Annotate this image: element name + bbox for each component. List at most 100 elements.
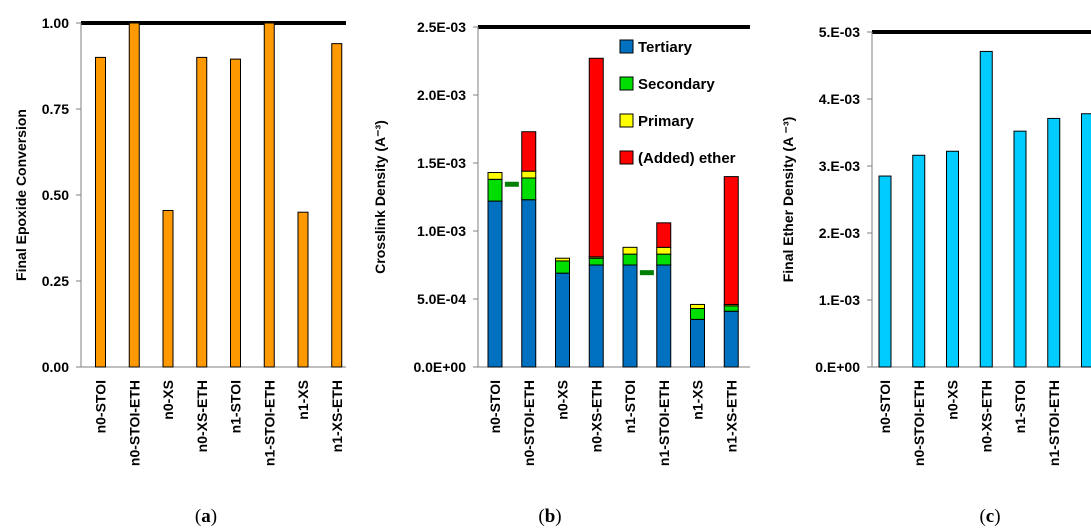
bar-segment-primary-n0-stoi-eth [521,170,537,179]
bar-n1-stoi-eth [263,22,275,368]
y-tick-label: 0.0E+00 [413,359,466,375]
legend-swatch-addedether [619,150,634,165]
bar-segment-addedether-n1-xs-eth [723,176,739,305]
x-tick-label: n0-XS [160,380,176,420]
bar-n0-stoi [878,175,892,368]
bar-segment-addedether-n0-stoi-eth [521,131,537,172]
y-tick-label: 1.0E-03 [417,223,466,239]
x-tick-label: n0-XS [555,380,571,420]
bar-n0-stoi-eth [912,154,926,368]
bar-segment-secondary-n0-stoi-eth [521,177,537,201]
y-tick-label: 2.5E-03 [417,19,466,35]
x-tick-label: n0-STOI [487,380,503,433]
panel-label: (c) [979,506,1000,527]
panel-label: (a) [195,506,217,527]
bar-n1-xs [1081,113,1091,368]
bar-segment-tertiary-n1-stoi-eth [656,264,672,368]
bar-segment-secondary-n1-stoi [622,253,638,266]
y-tick-label: 5.E-03 [819,24,860,40]
panel-label: (b) [538,506,561,527]
chart-panel-a: 0.00 0.25 0.50 0.75 1.00 Final Epoxide Conver… [13,15,346,527]
x-tick-label: n0-XS-ETH [194,380,210,452]
y-tick-label: 0.50 [42,187,69,203]
y-tick-label: 2.E-03 [819,225,860,241]
x-tick-label: n0-XS-ETH [588,380,604,452]
bar-segment-addedether-n0-xs-eth [588,57,604,258]
x-tick-label: n0-STOI-ETH [911,380,927,466]
x-tick-label: n0-XS [945,380,961,420]
x-tick-label: n0-STOI [877,380,893,433]
marker-dash [504,181,519,187]
bar-segment-tertiary-n0-stoi-eth [521,199,537,368]
x-tick-label: n1-XS [295,380,311,420]
legend-label: Secondary [638,76,715,93]
chart-panel-c: 0.E+00 1.E-03 2.E-03 3.E-03 4.E-03 5.E-03 Fina… [780,24,1091,527]
bar-segment-addedether-n1-stoi-eth [656,222,672,248]
x-tick-label: n1-STOI-ETH [656,380,672,466]
bar-segment-secondary-n1-stoi-eth [656,253,672,266]
y-tick-label: 0.25 [42,273,69,289]
y-tick-label: 2.0E-03 [417,87,466,103]
bar-segment-secondary-n0-xs-eth [588,257,604,266]
y-axis-title: Final Ether Density (A ⁻³) [780,117,796,283]
bar-segment-tertiary-n0-xs [555,272,570,368]
y-tick-label: 1.5E-03 [417,155,466,171]
bar-segment-primary-n0-stoi [487,172,503,180]
bar-n0-xs-eth [979,50,993,368]
x-tick-label: n1-XS-ETH [723,380,739,452]
y-tick-label: 3.E-03 [819,158,860,174]
legend-label: Tertiary [638,39,693,56]
y-tick-label: 0.E+00 [815,359,860,375]
x-tick-label: n1-STOI [228,380,244,433]
bar-n1-xs-eth [331,43,343,368]
y-tick-label: 0.75 [42,101,69,117]
y-tick-label: 4.E-03 [819,91,860,107]
y-tick-label: 5.0E-04 [417,291,466,307]
bar-segment-secondary-n0-xs [555,260,570,274]
bar-n1-stoi [230,58,241,368]
bar-n1-stoi [1013,130,1027,368]
bar-n0-xs [162,209,174,368]
x-tick-label: n0-STOI-ETH [126,380,142,466]
bar-segment-tertiary-n0-stoi [487,200,503,368]
bar-segment-secondary-n1-xs-eth [723,305,739,312]
x-tick-label: n1-XS [690,380,706,420]
x-tick-label: n1-XS-ETH [329,380,345,452]
bar-segment-primary-n0-xs [555,257,570,262]
bar-n1-stoi-eth [1047,117,1061,368]
chart-panel-b: 0.0E+00 5.0E-04 1.0E-03 1.5E-03 2.0E-03 2.5E-… [372,19,750,527]
marker-dash [639,270,654,276]
y-tick-label: 0.00 [42,359,69,375]
legend-swatch-primary [619,113,634,128]
bar-segment-primary-n1-stoi-eth [656,246,672,255]
legend-swatch-secondary [619,76,634,91]
bar-n0-xs [946,150,959,368]
x-tick-label: n1-STOI [1012,380,1028,433]
x-tick-label: n0-STOI-ETH [521,380,537,466]
bar-segment-secondary-n1-xs [690,308,705,320]
legend-label: (Added) ether [638,150,736,167]
bar-segment-tertiary-n1-xs [690,318,705,368]
legend-label: Primary [638,113,695,130]
legend-swatch-tertiary [619,39,634,54]
x-tick-label: n1-STOI-ETH [261,380,277,466]
bar-segment-primary-n1-xs [690,303,705,310]
x-tick-label: n1-STOI-ETH [1046,380,1062,466]
bar-n0-stoi [95,56,106,368]
bar-n1-xs [297,211,309,368]
bar-n0-xs-eth [196,56,208,368]
bar-n0-stoi-eth [128,22,140,368]
x-tick-label: n0-STOI [93,380,109,433]
bar-segment-tertiary-n1-stoi [622,264,638,368]
x-tick-label: n1-STOI [622,380,638,433]
x-tick-label: n0-XS-ETH [978,380,994,452]
y-axis-title: Final Epoxide Conversion [13,109,29,281]
bar-segment-primary-n1-stoi [622,246,638,255]
y-tick-label: 1.00 [42,15,69,31]
bar-segment-tertiary-n0-xs-eth [588,264,604,368]
bar-segment-tertiary-n1-xs-eth [723,310,739,368]
y-axis-title: Crosslink Density (A⁻³) [372,120,388,274]
bar-segment-secondary-n0-stoi [487,178,503,202]
y-tick-label: 1.E-03 [819,292,860,308]
